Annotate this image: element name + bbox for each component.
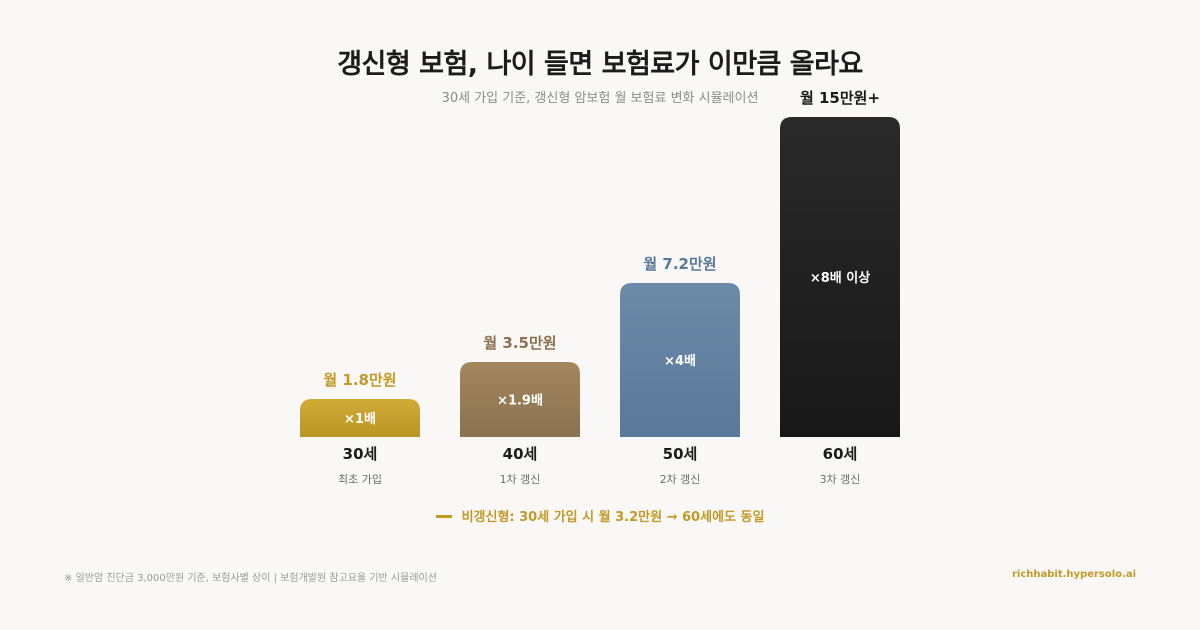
page-title: 갱신형 보험, 나이 들면 보험료가 이만큼 올라요 [337, 49, 863, 80]
bar-value-label: 월 15만원+ [800, 89, 880, 107]
x-sub-label: 최초 가입 [338, 473, 382, 486]
x-tick-label: 30세 [343, 445, 378, 463]
x-tick-label: 40세 [503, 445, 538, 463]
legend-swatch [435, 515, 452, 518]
bar-multiplier-label: ×4배 [664, 353, 696, 369]
bar-multiplier-label: ×8배 이상 [810, 270, 870, 286]
bar-multiplier-label: ×1배 [344, 411, 376, 427]
x-tick-label: 60세 [823, 445, 858, 463]
bar-value-label: 월 1.8만원 [323, 371, 396, 389]
bar-2 [460, 362, 580, 437]
bar-value-label: 월 7.2만원 [643, 255, 716, 273]
x-sub-label: 2차 갱신 [660, 473, 701, 486]
x-sub-label: 1차 갱신 [500, 473, 541, 486]
bar-1 [300, 399, 420, 437]
legend: 비갱신형: 30세 가입 시 월 3.2만원 → 60세에도 동일 [0, 506, 1200, 525]
legend-label: 비갱신형: 30세 가입 시 월 3.2만원 → 60세에도 동일 [461, 510, 765, 525]
footnote: ※ 일반암 진단금 3,000만원 기준, 보험사별 상이 | 보험개발원 참고… [64, 573, 437, 584]
page-subtitle: 30세 가입 기준, 갱신형 암보험 월 보험료 변화 시뮬레이션 [441, 91, 759, 106]
bar-4 [780, 117, 900, 437]
site-link[interactable]: richhabit.hypersolo.ai [1011, 569, 1136, 580]
x-sub-label: 3차 갱신 [820, 473, 861, 486]
x-tick-label: 50세 [663, 445, 698, 463]
bar-multiplier-label: ×1.9배 [497, 393, 543, 409]
bar-value-label: 월 3.5만원 [483, 334, 556, 352]
bar-3 [620, 283, 740, 437]
